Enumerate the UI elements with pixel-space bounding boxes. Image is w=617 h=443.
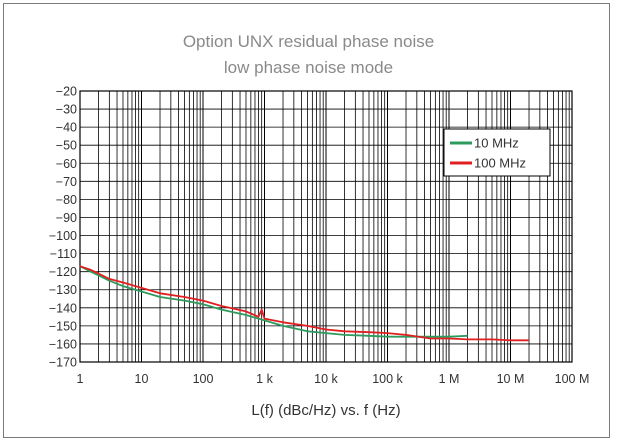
- y-tick-label: −110: [50, 247, 77, 261]
- legend-box: [443, 128, 551, 177]
- x-tick-label: 10: [135, 372, 149, 386]
- y-tick-label: −150: [49, 319, 77, 333]
- y-tick-label: −170: [49, 356, 77, 370]
- x-axis-label: L(f) (dBc/Hz) vs. f (Hz): [251, 402, 400, 419]
- y-tick-label: −120: [49, 265, 77, 279]
- y-tick-label: −60: [56, 157, 77, 171]
- legend-label: 100 MHz: [474, 156, 526, 171]
- legend: 10 MHz 100 MHz: [443, 128, 551, 177]
- y-tick-label: −20: [56, 85, 77, 99]
- series: [79, 265, 529, 342]
- x-tick-label: 1 k: [256, 372, 273, 386]
- tick-labels: −20 −30 −40 −50 −60 −70 −80 −90 −100 −110 −120 −130…: [49, 85, 590, 387]
- x-tick-label: 100 k: [372, 372, 403, 386]
- y-tick-label: −160: [49, 337, 77, 351]
- chart-title-line-1: Option UNX residual phase noise: [182, 32, 435, 51]
- y-tick-label: −70: [56, 175, 77, 189]
- x-tick-label: 1: [77, 372, 84, 386]
- y-tick-label: −30: [56, 103, 77, 117]
- y-tick-label: −100: [49, 229, 77, 243]
- series-line-0: [79, 265, 468, 338]
- chart-title-line-2: low phase noise mode: [223, 58, 394, 77]
- y-tick-label: −130: [49, 283, 77, 297]
- x-tick-label: 1 M: [439, 372, 460, 386]
- y-tick-label: −140: [49, 301, 77, 315]
- chart-frame: [3, 3, 610, 438]
- plot-area: [79, 90, 573, 363]
- y-tick-label: −40: [56, 121, 77, 135]
- x-tick-label: 100: [193, 372, 214, 386]
- y-tick-label: −90: [56, 211, 77, 225]
- x-tick-label: 10 k: [314, 372, 338, 386]
- y-tick-label: −50: [56, 139, 77, 153]
- y-tick-label: −80: [56, 193, 77, 207]
- x-tick-label: 100 M: [555, 372, 590, 386]
- legend-label: 10 MHz: [474, 136, 519, 151]
- series-line-1: [79, 265, 529, 342]
- x-tick-label: 10 M: [497, 372, 525, 386]
